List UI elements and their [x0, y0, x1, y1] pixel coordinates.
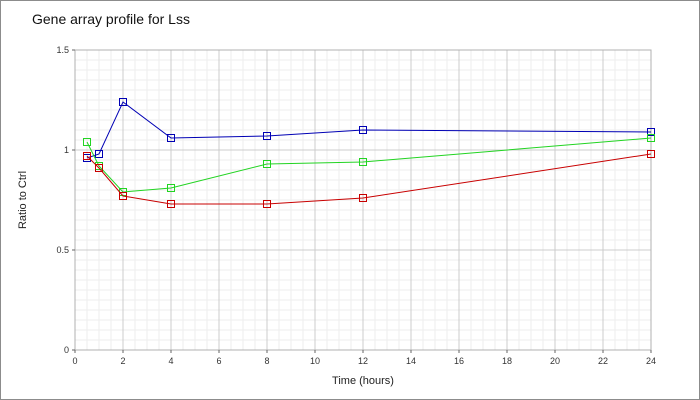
data-point-marker — [359, 126, 367, 134]
data-point-marker — [119, 192, 127, 200]
x-tick-label: 4 — [168, 356, 173, 366]
data-point-marker — [263, 200, 271, 208]
x-tick-label: 14 — [406, 356, 416, 366]
data-point-marker — [647, 128, 655, 136]
data-point-marker — [647, 134, 655, 142]
series-line — [86, 153, 652, 205]
x-tick-label: 20 — [550, 356, 560, 366]
x-tick-label: 8 — [264, 356, 269, 366]
y-tick-label: 0.5 — [56, 245, 69, 255]
x-axis-ticks: 0 2 4 6 8 10 12 14 16 18 20 22 24 — [72, 350, 656, 366]
y-tick-label: 0 — [64, 345, 69, 355]
series-line — [86, 101, 652, 159]
x-tick-label: 18 — [502, 356, 512, 366]
series-3 — [83, 150, 655, 208]
data-point-marker — [95, 164, 103, 172]
data-point-marker — [95, 150, 103, 158]
series-line — [86, 137, 652, 193]
data-point-marker — [83, 138, 91, 146]
data-point-marker — [647, 150, 655, 158]
x-tick-label: 0 — [72, 356, 77, 366]
y-axis-label: Ratio to Ctrl — [17, 171, 29, 229]
x-tick-label: 24 — [646, 356, 656, 366]
x-tick-label: 16 — [454, 356, 464, 366]
chart-title: Gene array profile for Lss — [32, 11, 190, 27]
series-layer — [83, 98, 655, 208]
data-point-marker — [263, 132, 271, 140]
x-tick-label: 2 — [120, 356, 125, 366]
x-tick-label: 10 — [310, 356, 320, 366]
data-point-marker — [263, 160, 271, 168]
data-point-marker — [359, 194, 367, 202]
x-tick-label: 22 — [598, 356, 608, 366]
x-tick-label: 12 — [358, 356, 368, 366]
data-point-marker — [119, 98, 127, 106]
series-1 — [83, 98, 655, 162]
y-axis-ticks: 0 0.5 1 1.5 — [56, 45, 75, 355]
y-tick-label: 1.5 — [56, 45, 69, 55]
data-point-marker — [167, 200, 175, 208]
x-axis-label: Time (hours) — [332, 375, 394, 387]
y-tick-label: 1 — [64, 145, 69, 155]
data-point-marker — [359, 158, 367, 166]
data-point-marker — [167, 184, 175, 192]
x-tick-label: 6 — [216, 356, 221, 366]
data-point-marker — [83, 152, 91, 160]
data-point-marker — [167, 134, 175, 142]
